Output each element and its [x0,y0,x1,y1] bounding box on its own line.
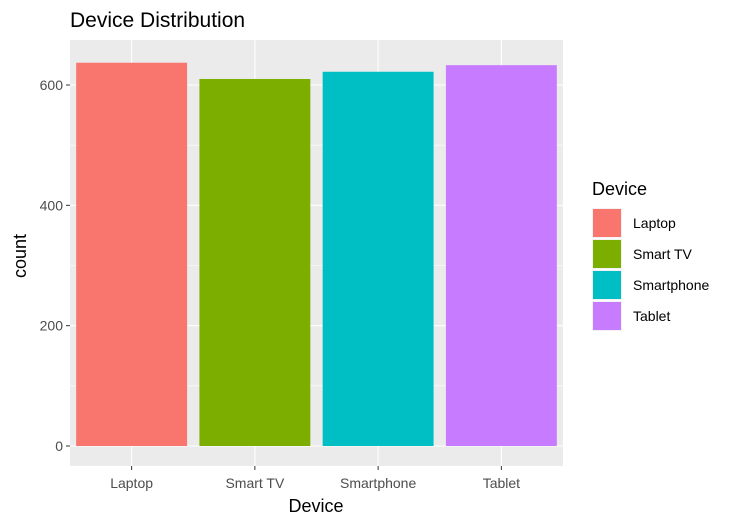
bar-smartphone [322,71,434,446]
legend-label: Laptop [633,215,676,231]
y-tick-label: 200 [40,318,64,334]
legend-swatch [593,271,621,299]
bar-laptop [76,62,188,446]
bars [76,62,557,447]
x-tick-label: Smartphone [340,475,416,491]
legend-label: Smart TV [633,246,693,262]
y-tick-label: 0 [55,438,63,454]
y-axis: 0 200 400 600 [40,77,70,454]
bar-tablet [445,65,557,447]
x-axis-title: Device [288,496,343,516]
legend-swatch [593,302,621,330]
bar-smart-tv [199,78,311,446]
x-axis: Laptop Smart TV Smartphone Tablet [110,466,520,491]
legend-title: Device [592,179,647,199]
y-tick-label: 400 [40,197,64,213]
legend-swatch [593,209,621,237]
legend-swatch [593,240,621,268]
legend-label: Tablet [633,308,670,324]
y-axis-title: count [10,234,30,278]
x-tick-label: Tablet [483,475,520,491]
y-tick-label: 600 [40,77,64,93]
x-tick-label: Smart TV [225,475,285,491]
legend-label: Smartphone [633,277,709,293]
x-tick-label: Laptop [110,475,153,491]
chart-title: Device Distribution [70,9,245,32]
legend: Device Laptop Smart TV Smartphone Tablet [592,179,709,331]
